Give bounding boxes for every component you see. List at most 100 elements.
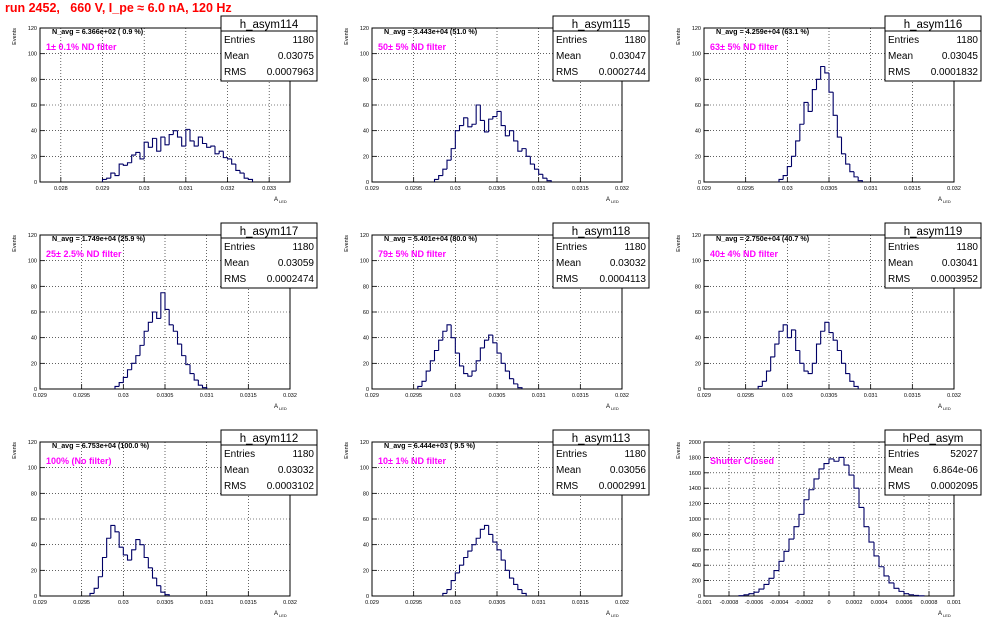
histogram-panel-h_asym115: 0.029 0.0295 0.03 0.0305 0.031 0.0315 0.032 0 20… xyxy=(344,15,650,204)
x-tick-label: 0.0315 xyxy=(572,186,589,192)
y-tick-label: 100 xyxy=(28,466,37,472)
histogram-bin xyxy=(815,343,821,364)
histogram-bin xyxy=(483,120,489,133)
y-tick-label: 60 xyxy=(363,310,369,316)
histogram-bin xyxy=(226,157,232,160)
stats-label-rms: RMS xyxy=(556,481,579,492)
x-tick-label: -0.0004 xyxy=(770,600,789,606)
histogram-bin xyxy=(185,128,190,147)
y-tick-label: 0 xyxy=(366,180,369,186)
stats-value-mean: 0.03032 xyxy=(610,258,647,269)
histogram-bin xyxy=(773,570,779,579)
histogram-bin xyxy=(454,572,460,581)
histogram-bin xyxy=(446,324,452,332)
stats-label-rms: RMS xyxy=(556,274,579,285)
histogram-bin xyxy=(808,489,814,500)
histogram-name: h_asym115 xyxy=(572,19,631,31)
filter-label: 63± 5% ND filter xyxy=(710,42,778,52)
histogram-bin xyxy=(790,329,796,338)
y-tick-label: 20 xyxy=(31,154,37,160)
histogram-bin xyxy=(193,373,199,381)
histogram-bin xyxy=(151,311,157,323)
histogram-bin xyxy=(156,138,161,152)
x-tick-label: 0.03 xyxy=(450,186,461,192)
y-tick-label: 20 xyxy=(31,361,37,367)
histogram-bin xyxy=(824,321,829,332)
stats-label-mean: Mean xyxy=(224,258,249,269)
x-axis-title: A xyxy=(274,611,278,617)
y-tick-label: 100 xyxy=(360,259,369,265)
histogram-bin xyxy=(843,457,849,466)
histogram-bin xyxy=(193,140,199,147)
x-axis-title: A xyxy=(274,197,278,203)
x-tick-label: 0.0315 xyxy=(572,600,589,606)
histogram-name: h_asym117 xyxy=(240,226,299,238)
histogram-bin xyxy=(878,555,884,568)
histogram-bin xyxy=(450,148,456,161)
filter-label: 79± 5% ND filter xyxy=(378,249,446,259)
stats-value-entries: 1180 xyxy=(292,35,314,46)
histogram-bin xyxy=(218,150,224,154)
y-tick-label: 120 xyxy=(360,440,369,446)
histogram-bin xyxy=(793,526,799,540)
histogram-bin xyxy=(139,539,145,546)
histogram-bin xyxy=(849,164,854,173)
stats-value-mean: 0.03047 xyxy=(610,51,647,62)
stats-value-entries: 1180 xyxy=(956,35,978,46)
histogram-bin xyxy=(529,156,535,165)
y-tick-label: 20 xyxy=(695,154,701,160)
histogram-bin xyxy=(849,373,854,382)
y-tick-label: 1400 xyxy=(689,486,701,492)
n-avg-annotation: N_avg = 6.444e+03 ( 9.5 %) xyxy=(384,441,476,450)
histogram-bin xyxy=(479,528,485,539)
x-tick-label: -0.0008 xyxy=(720,600,739,606)
x-axis-title-subscript: LED xyxy=(611,199,619,204)
histogram-bin xyxy=(131,362,136,370)
stats-label-mean: Mean xyxy=(888,51,913,62)
y-tick-label: 0 xyxy=(34,387,37,393)
x-tick-label: 0.0315 xyxy=(240,600,257,606)
histogram-bin xyxy=(131,549,136,561)
histogram-bin xyxy=(450,580,456,590)
x-tick-label: 0.031 xyxy=(200,600,214,606)
stats-box xyxy=(884,222,982,289)
x-tick-label: 0.03 xyxy=(118,393,129,399)
x-tick-label: 0.029 xyxy=(96,186,110,192)
histogram-bin xyxy=(139,344,145,356)
histogram-bin xyxy=(763,583,769,590)
histogram-bin xyxy=(425,370,431,382)
histogram-bin xyxy=(778,330,784,345)
histogram-bin xyxy=(446,159,452,170)
x-tick-label: 0.03 xyxy=(118,600,129,606)
histogram-bin xyxy=(508,130,514,136)
histogram-bin xyxy=(845,363,850,375)
x-axis-title: A xyxy=(274,404,278,410)
histogram-panel-h_asym116: 0.029 0.0295 0.03 0.0305 0.031 0.0315 0.032 0 20… xyxy=(676,15,982,204)
histogram-bin xyxy=(475,360,481,372)
filter-label: 50± 5% ND filter xyxy=(378,42,446,52)
histogram-bin xyxy=(813,478,819,490)
x-tick-label: 0.0305 xyxy=(489,186,506,192)
histogram-bin xyxy=(143,544,149,559)
y-tick-label: 400 xyxy=(692,563,701,569)
histogram-bin xyxy=(513,130,518,142)
x-tick-label: 0.029 xyxy=(33,393,47,399)
y-tick-label: 100 xyxy=(692,52,701,58)
histogram-panel-h_asym112: 0.029 0.0295 0.03 0.0305 0.031 0.0315 0.032 0 20… xyxy=(12,429,318,618)
histogram-bin xyxy=(176,331,182,345)
histogram-bin xyxy=(820,65,825,80)
histogram-bin xyxy=(475,104,481,125)
histogram-bin xyxy=(160,136,165,152)
y-tick-label: 80 xyxy=(695,77,701,83)
y-tick-label: 60 xyxy=(31,103,37,109)
y-tick-label: 80 xyxy=(363,284,369,290)
histogram-panel-h_asym118: 0.029 0.0295 0.03 0.0305 0.031 0.0315 0.032 0 20… xyxy=(344,222,650,411)
histogram-bin xyxy=(893,582,899,589)
stats-value-mean: 0.03041 xyxy=(942,258,979,269)
x-tick-label: 0.032 xyxy=(283,600,297,606)
histogram-bin xyxy=(798,513,804,527)
histogram-bin xyxy=(446,589,452,594)
x-tick-label: -0.0006 xyxy=(745,600,764,606)
histogram-bin xyxy=(197,136,203,147)
y-tick-label: 100 xyxy=(28,259,37,265)
